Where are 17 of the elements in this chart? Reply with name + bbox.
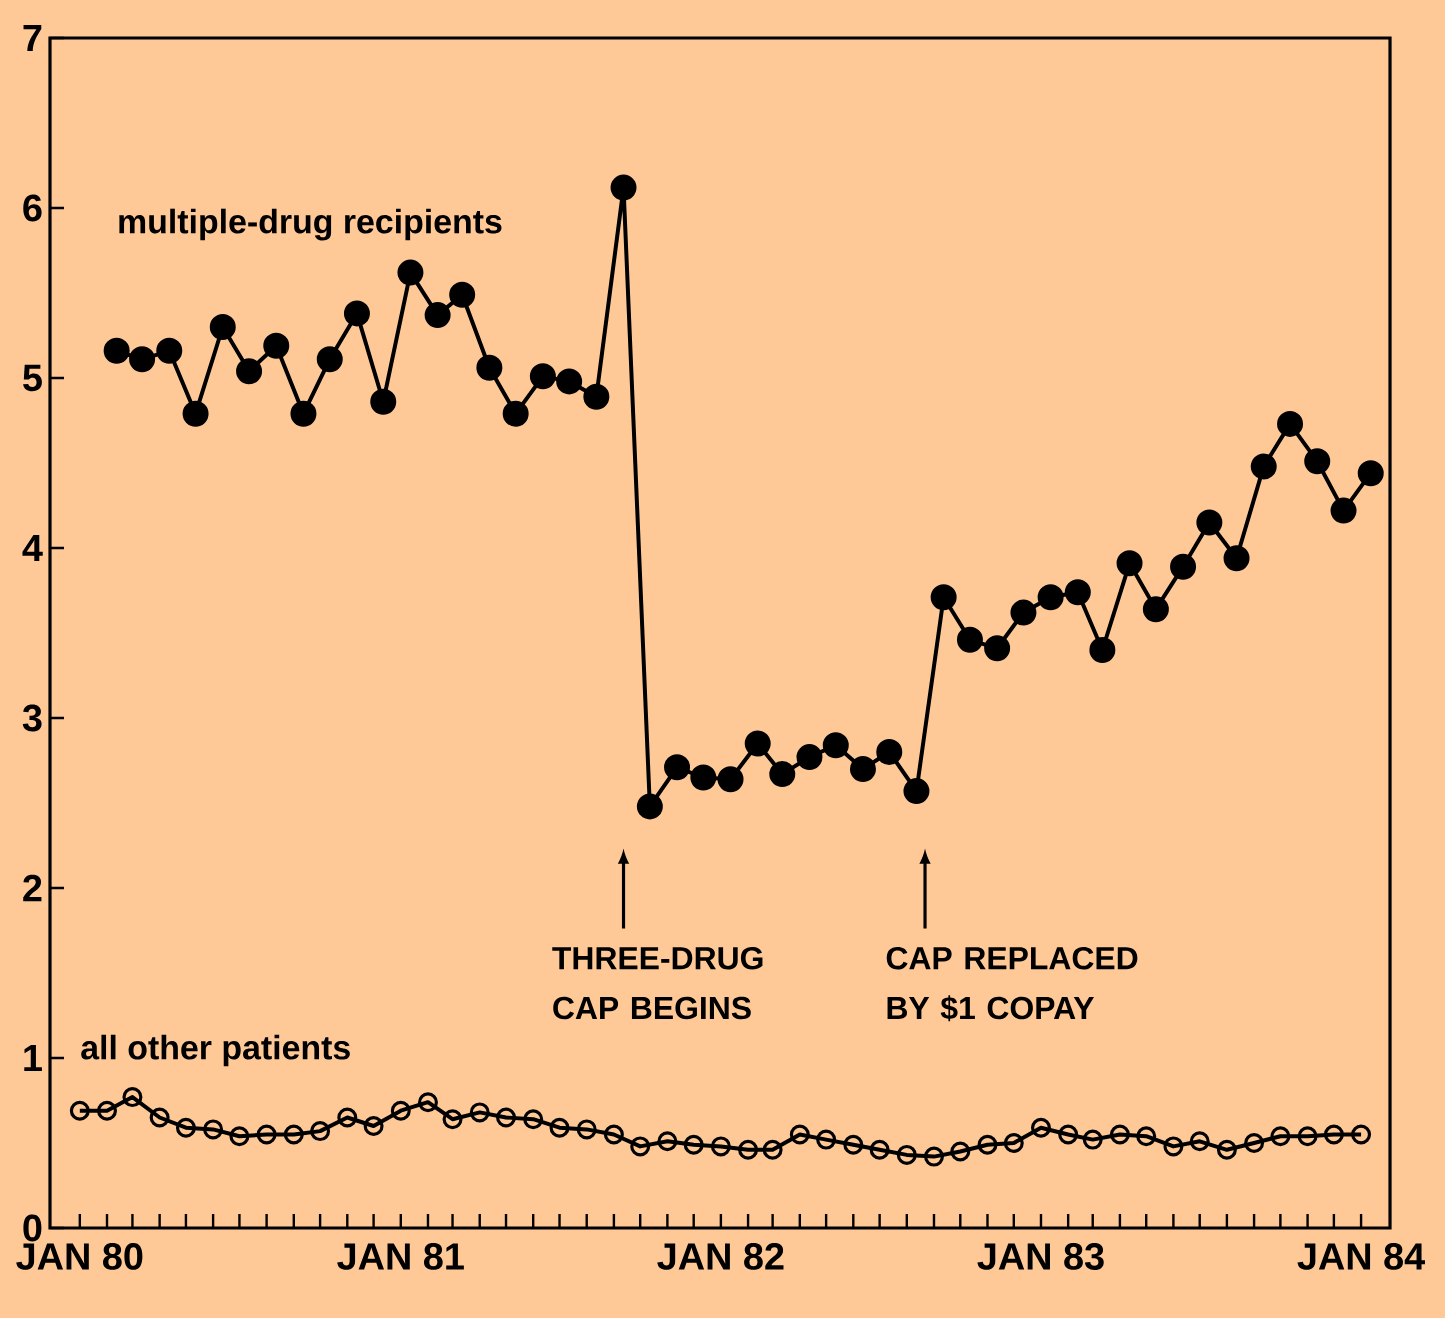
x-tick-label: JAN 84 (1297, 1243, 1425, 1270)
y-tick-label: 5 (23, 364, 42, 392)
x-tick-label: JAN 81 (337, 1243, 464, 1270)
x-tick-label: JAN 83 (977, 1243, 1104, 1270)
y-tick-label: 3 (22, 704, 42, 732)
annotation: CAP REPLACED BY $1 COPAY (886, 946, 1138, 1022)
y-tick-label: 6 (23, 194, 42, 222)
x-tick-label: JAN 82 (657, 1243, 784, 1270)
y-tick-label: 0 (23, 1214, 42, 1242)
y-tick-label: 1 (24, 1044, 42, 1072)
x-tick-label: JAN 80 (16, 1243, 143, 1270)
legend-label: all other patients (81, 1034, 350, 1067)
annotation: THREE-DRUG CAP BEGINS (552, 946, 763, 1020)
y-tick-label: 7 (23, 24, 42, 52)
y-tick-label: 2 (23, 874, 42, 902)
y-tick-label: 4 (22, 534, 43, 562)
legend-label: multiple-drug recipients (119, 208, 502, 241)
